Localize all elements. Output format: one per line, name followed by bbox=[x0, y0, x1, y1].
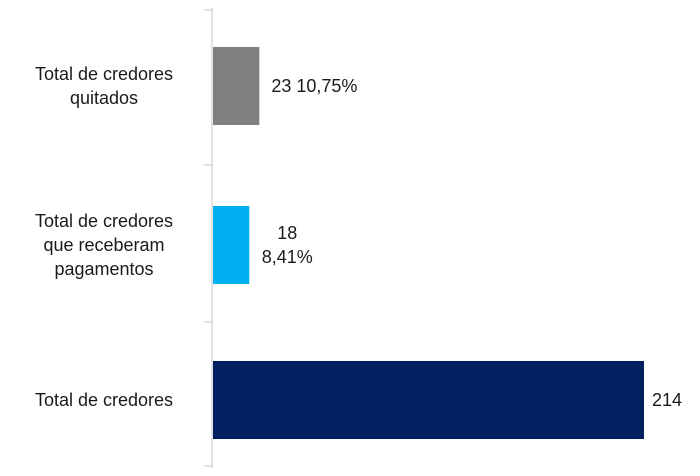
bar-2 bbox=[213, 206, 250, 284]
bar-3 bbox=[213, 361, 644, 439]
category-label: quitados bbox=[70, 88, 138, 108]
data-label: 214 bbox=[652, 390, 682, 410]
category-label: pagamentos bbox=[54, 259, 153, 279]
data-label: 23 10,75% bbox=[271, 76, 357, 96]
category-label: que receberam bbox=[43, 235, 164, 255]
category-label: Total de credores bbox=[35, 390, 173, 410]
data-label: 8,41% bbox=[262, 247, 313, 267]
bar-1 bbox=[213, 47, 260, 125]
data-label: 18 bbox=[277, 223, 297, 243]
category-label: Total de credores bbox=[35, 211, 173, 231]
category-label: Total de credores bbox=[35, 64, 173, 84]
